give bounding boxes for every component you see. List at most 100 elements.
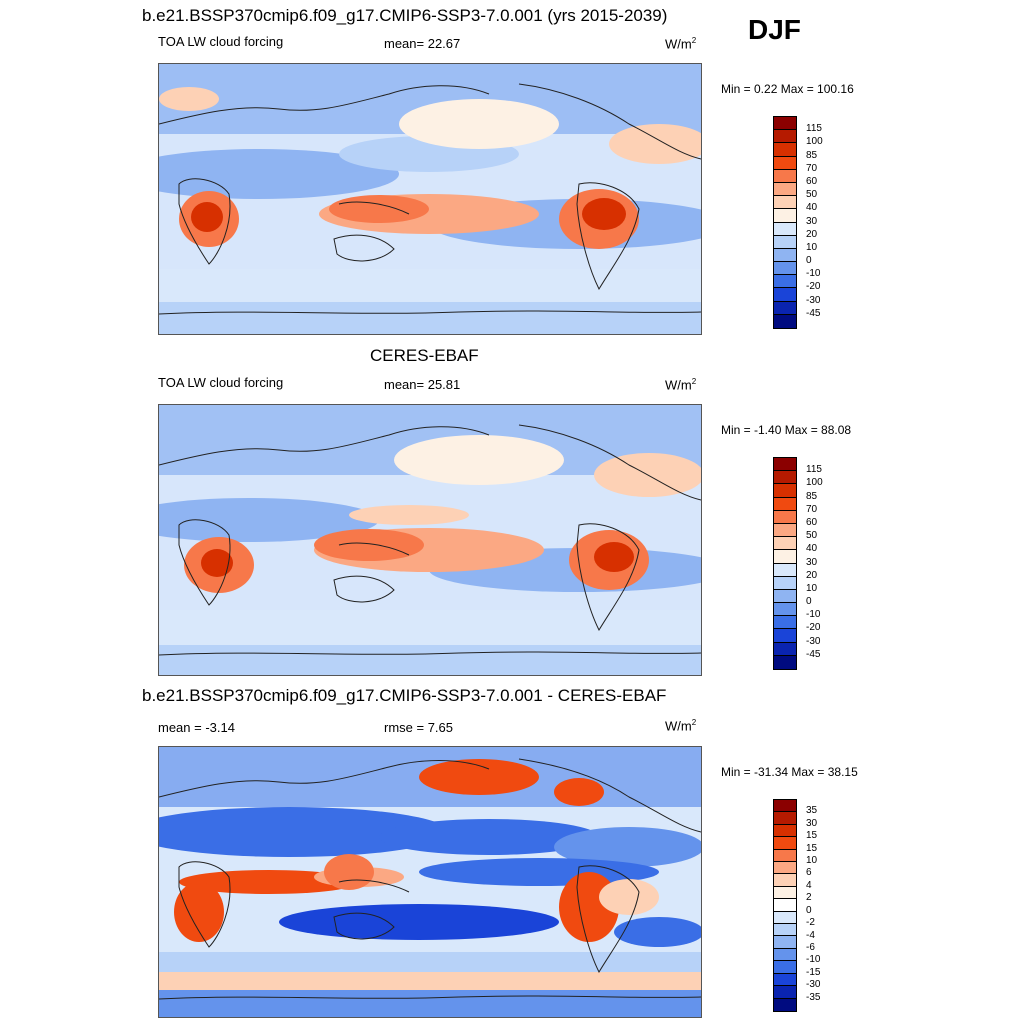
colorbar-tick-label: 70 <box>806 503 818 515</box>
colorbar-segment <box>774 537 796 551</box>
colorbar-segment <box>774 812 796 825</box>
colorbar-segment <box>774 642 796 656</box>
panel-3-colorbar-labels: 35 30 15 15 10 6 4 2 0 -2 -4 -6 -10 -15 -30 -35 <box>806 799 846 1010</box>
colorbar-tick-label: 50 <box>806 530 818 542</box>
colorbar-tick-label: 115 <box>806 123 822 135</box>
colorbar-segment <box>774 288 796 302</box>
panel-1-units: W/m2 <box>665 36 697 52</box>
colorbar-segment <box>774 248 796 263</box>
panel-1-map-svg <box>159 64 701 334</box>
colorbar-segment <box>774 874 796 887</box>
colorbar-segment <box>774 314 796 328</box>
colorbar-tick-label: -30 <box>806 635 821 647</box>
colorbar-segment <box>774 961 796 974</box>
panel-2-left-label: TOA LW cloud forcing <box>158 375 284 390</box>
colorbar-tick-label: 100 <box>806 477 823 489</box>
colorbar-tick-label: -10 <box>806 268 821 280</box>
colorbar-segment <box>774 800 796 813</box>
panel-1-mean-label: mean= 22.67 <box>384 36 461 51</box>
colorbar-tick-label: 50 <box>806 189 818 201</box>
season-label: DJF <box>748 14 801 45</box>
colorbar-tick-label: 85 <box>806 490 818 502</box>
colorbar-segment <box>774 911 796 925</box>
panel-2-colorbar <box>773 457 797 670</box>
colorbar-tick-label: 115 <box>806 464 822 476</box>
colorbar-segment <box>774 143 796 157</box>
colorbar-tick-label: -6 <box>806 941 815 953</box>
colorbar-segment <box>774 973 796 987</box>
colorbar-segment <box>774 510 796 524</box>
panel-2-map-svg <box>159 405 701 675</box>
colorbar-segment <box>774 986 796 999</box>
colorbar-tick-label: 0 <box>806 596 812 608</box>
colorbar-segment <box>774 886 796 900</box>
colorbar-segment <box>774 550 796 564</box>
colorbar-tick-label: 30 <box>806 556 818 568</box>
colorbar-tick-label: 15 <box>806 830 818 842</box>
colorbar-segment <box>774 169 796 183</box>
colorbar-tick-label: 85 <box>806 149 818 161</box>
panel-3-rmse-label: rmse = 7.65 <box>384 720 454 735</box>
colorbar-tick-label: 0 <box>806 255 812 267</box>
colorbar-tick-label: -45 <box>806 307 821 319</box>
colorbar-tick-label: -30 <box>806 294 821 306</box>
colorbar-tick-label: 40 <box>806 543 818 555</box>
colorbar-segment <box>774 196 796 210</box>
colorbar-tick-label: 30 <box>806 215 818 227</box>
colorbar-segment <box>774 523 796 538</box>
panel-3-map-svg <box>159 747 701 1017</box>
colorbar-tick-label: 30 <box>806 817 818 829</box>
panel-3-map <box>158 746 702 1018</box>
colorbar-tick-label: 40 <box>806 202 818 214</box>
colorbar-segment <box>774 497 796 511</box>
panel-2-title: CERES-EBAF <box>370 346 479 365</box>
colorbar-tick-label: 60 <box>806 175 818 187</box>
panel-2-units: W/m2 <box>665 377 697 393</box>
colorbar-tick-label: -35 <box>806 991 821 1003</box>
colorbar-segment <box>774 837 796 850</box>
panel-1-colorbar <box>773 116 797 329</box>
colorbar-tick-label: 70 <box>806 162 818 174</box>
colorbar-segment <box>774 156 796 170</box>
colorbar-segment <box>774 117 796 131</box>
colorbar-segment <box>774 862 796 875</box>
colorbar-segment <box>774 275 796 289</box>
colorbar-segment <box>774 849 796 863</box>
colorbar-tick-label: -15 <box>806 966 821 978</box>
colorbar-tick-label: 10 <box>806 582 818 594</box>
colorbar-tick-label: 60 <box>806 516 818 528</box>
colorbar-segment <box>774 899 796 912</box>
panel-2-map <box>158 404 702 676</box>
colorbar-tick-label: -30 <box>806 979 821 991</box>
colorbar-tick-label: -4 <box>806 929 815 941</box>
colorbar-tick-label: -2 <box>806 917 815 929</box>
colorbar-tick-label: -20 <box>806 622 821 634</box>
colorbar-segment <box>774 998 796 1011</box>
colorbar-segment <box>774 182 796 197</box>
panel-3-colorbar <box>773 799 797 1012</box>
panel-1-colorbar-labels: 115 100 85 70 60 50 40 30 20 10 0 -10 -20 -30 -45 <box>806 116 846 327</box>
colorbar-tick-label: 0 <box>806 904 812 916</box>
colorbar-tick-label: -45 <box>806 648 821 660</box>
colorbar-segment <box>774 924 796 937</box>
colorbar-tick-label: -10 <box>806 954 821 966</box>
colorbar-segment <box>774 130 796 144</box>
colorbar-segment <box>774 471 796 485</box>
colorbar-tick-label: 15 <box>806 842 818 854</box>
panel-3-units: W/m2 <box>665 718 697 734</box>
colorbar-tick-label: 35 <box>806 805 818 817</box>
colorbar-tick-label: 100 <box>806 136 823 148</box>
panel-1-minmax: Min = 0.22 Max = 100.16 <box>721 82 854 96</box>
panel-3-title: b.e21.BSSP370cmip6.f09_g17.CMIP6-SSP3-7.… <box>142 686 667 705</box>
panel-2-minmax: Min = -1.40 Max = 88.08 <box>721 423 852 437</box>
colorbar-tick-label: 4 <box>806 879 812 891</box>
panel-3-mean-label: mean = -3.14 <box>158 720 235 735</box>
colorbar-segment <box>774 209 796 223</box>
panel-2-colorbar-labels: 115 100 85 70 60 50 40 30 20 10 0 -10 -20 -30 -45 <box>806 457 846 668</box>
panel-1-title: b.e21.BSSP370cmip6.f09_g17.CMIP6-SSP3-7.… <box>142 6 668 25</box>
colorbar-tick-label: 6 <box>806 867 812 879</box>
colorbar-tick-label: -10 <box>806 609 821 621</box>
colorbar-segment <box>774 655 796 669</box>
panel-2-mean-label: mean= 25.81 <box>384 377 461 392</box>
colorbar-segment <box>774 222 796 236</box>
